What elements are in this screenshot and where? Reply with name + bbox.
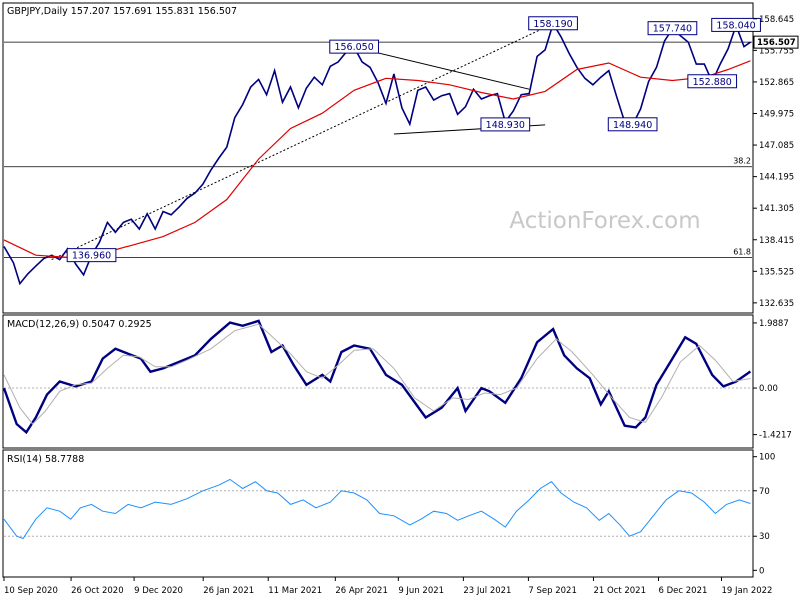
rsi-layer bbox=[3, 478, 752, 540]
x-tick-label: 26 Apr 2021 bbox=[335, 586, 388, 596]
rsi-y-tick-label: 30 bbox=[759, 532, 770, 542]
macd-series-signal bbox=[3, 323, 751, 425]
rsi-series bbox=[3, 478, 751, 540]
price-annotation: 148.940 bbox=[613, 120, 652, 131]
price-annotation-box bbox=[480, 117, 531, 132]
price-y-tick-label: 158.645 bbox=[759, 15, 794, 25]
x-tick-label: 26 Oct 2020 bbox=[71, 586, 124, 596]
macd-y-tick-label: 0.00 bbox=[759, 384, 778, 394]
current-price-label: 156.507 bbox=[757, 38, 796, 48]
trendline bbox=[354, 46, 530, 90]
price-y-tick-label: 152.865 bbox=[759, 78, 794, 88]
x-tick-label: 21 Oct 2021 bbox=[593, 586, 646, 596]
x-tick-label: 11 Mar 2021 bbox=[268, 586, 322, 596]
rsi-y-tick-label: 100 bbox=[759, 453, 775, 463]
watermark: ActionForex.com bbox=[509, 208, 700, 234]
x-tick-label: 10 Sep 2020 bbox=[4, 586, 58, 596]
macd-y-tick-label: -1.4217 bbox=[759, 431, 792, 441]
price-y-tick-label: 138.415 bbox=[759, 236, 794, 246]
price-annotation-box bbox=[607, 117, 658, 132]
x-tick-label: 7 Sep 2021 bbox=[528, 586, 576, 596]
price-annotation-box bbox=[711, 17, 761, 32]
price-y-tick-label: 135.525 bbox=[759, 267, 794, 277]
price-annotation: 152.880 bbox=[693, 77, 732, 88]
price-panel-title: GBPJPY,Daily 157.207 157.691 155.831 156… bbox=[7, 6, 237, 17]
rsi-y-tick-label: 70 bbox=[759, 487, 770, 497]
price-y-tick-label: 147.085 bbox=[759, 141, 794, 151]
price-y-tick-label: 144.195 bbox=[759, 173, 794, 183]
axis-layer: 132.635 135.525 138.415 141.305 144.195 147.0… bbox=[3, 15, 799, 596]
price-y-tick-label: 132.635 bbox=[759, 299, 794, 309]
fib-level-label: 38.2 bbox=[733, 157, 751, 166]
price-annotation-box bbox=[329, 39, 379, 54]
price-annotation: 157.740 bbox=[653, 24, 692, 35]
x-tick-label: 6 Dec 2021 bbox=[659, 586, 708, 596]
trendline bbox=[51, 23, 554, 261]
current-price-box bbox=[753, 35, 799, 49]
rsi-panel-title: RSI(14) 58.7788 bbox=[7, 454, 84, 465]
fib-level-label: 61.8 bbox=[733, 247, 751, 256]
x-tick-label: 26 Jan 2021 bbox=[203, 586, 254, 596]
price-annotation: 156.050 bbox=[334, 42, 373, 53]
price-annotation: 148.930 bbox=[486, 120, 525, 131]
rsi-panel-frame bbox=[2, 449, 754, 578]
macd-panel-title: MACD(12,26,9) 0.5047 0.2925 bbox=[7, 319, 152, 330]
x-tick-label: 9 Jun 2021 bbox=[398, 586, 444, 596]
price-annotation-box bbox=[528, 16, 578, 31]
price-y-tick-label: 155.755 bbox=[759, 46, 794, 56]
rsi-y-tick-label: 0 bbox=[759, 566, 764, 576]
price-annotation-box bbox=[687, 74, 738, 89]
x-tick-label: 19 Jan 2022 bbox=[722, 586, 773, 596]
macd-panel-frame bbox=[2, 314, 754, 449]
x-tick-label: 23 Jul 2021 bbox=[463, 586, 511, 596]
price-y-tick-label: 141.305 bbox=[759, 204, 794, 214]
macd-y-tick-label: 1.9887 bbox=[759, 319, 789, 329]
price-annotation: 158.040 bbox=[716, 20, 755, 31]
x-tick-label: 9 Dec 2020 bbox=[134, 586, 183, 596]
price-series-moving-average bbox=[3, 60, 751, 259]
price-panel-frame bbox=[2, 2, 754, 314]
macd-layer bbox=[2, 319, 752, 435]
price-annotation-box bbox=[647, 21, 698, 36]
price-annotation: 136.960 bbox=[72, 251, 111, 262]
price-annotation: 158.190 bbox=[533, 19, 572, 30]
price-annotation-box bbox=[66, 248, 117, 263]
price-y-tick-label: 149.975 bbox=[759, 109, 794, 119]
price-layer: 38.2 61.8 156.050 158.190 157.740 158.040 152.… bbox=[3, 16, 761, 286]
